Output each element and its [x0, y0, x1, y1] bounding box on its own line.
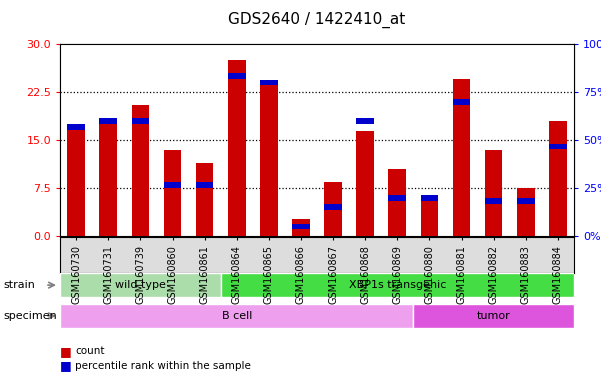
- Bar: [67, 124, 85, 130]
- Text: strain: strain: [3, 280, 35, 290]
- Bar: [60, 304, 413, 328]
- Bar: [421, 195, 438, 236]
- Bar: [413, 304, 574, 328]
- Bar: [325, 204, 342, 210]
- Bar: [549, 121, 567, 236]
- Text: tumor: tumor: [477, 311, 510, 321]
- Bar: [163, 150, 182, 236]
- Bar: [292, 223, 310, 230]
- Text: GDS2640 / 1422410_at: GDS2640 / 1422410_at: [228, 12, 406, 28]
- Bar: [196, 162, 213, 236]
- Text: wild type: wild type: [115, 280, 166, 290]
- Bar: [388, 195, 406, 200]
- Text: ■: ■: [60, 345, 72, 358]
- Bar: [485, 198, 502, 204]
- Text: XBP1s transgenic: XBP1s transgenic: [349, 280, 446, 290]
- Bar: [99, 118, 117, 124]
- Bar: [163, 182, 182, 188]
- Bar: [67, 124, 85, 236]
- Text: specimen: specimen: [3, 311, 56, 321]
- Bar: [260, 79, 278, 85]
- Bar: [485, 150, 502, 236]
- Text: count: count: [75, 346, 105, 356]
- Bar: [292, 219, 310, 236]
- Bar: [99, 120, 117, 236]
- Bar: [132, 118, 149, 124]
- Bar: [228, 73, 246, 79]
- Bar: [132, 105, 149, 236]
- Bar: [325, 182, 342, 236]
- Bar: [549, 144, 567, 149]
- Text: B cell: B cell: [222, 311, 252, 321]
- Bar: [517, 188, 535, 236]
- Bar: [356, 131, 374, 236]
- Bar: [453, 99, 471, 104]
- Bar: [421, 195, 438, 200]
- Bar: [388, 169, 406, 236]
- Bar: [453, 79, 471, 236]
- Text: ■: ■: [60, 359, 72, 372]
- Bar: [228, 60, 246, 236]
- Bar: [221, 273, 574, 297]
- Bar: [60, 273, 221, 297]
- Bar: [517, 198, 535, 204]
- Text: percentile rank within the sample: percentile rank within the sample: [75, 361, 251, 371]
- Bar: [260, 83, 278, 236]
- Bar: [356, 118, 374, 124]
- Bar: [196, 182, 213, 188]
